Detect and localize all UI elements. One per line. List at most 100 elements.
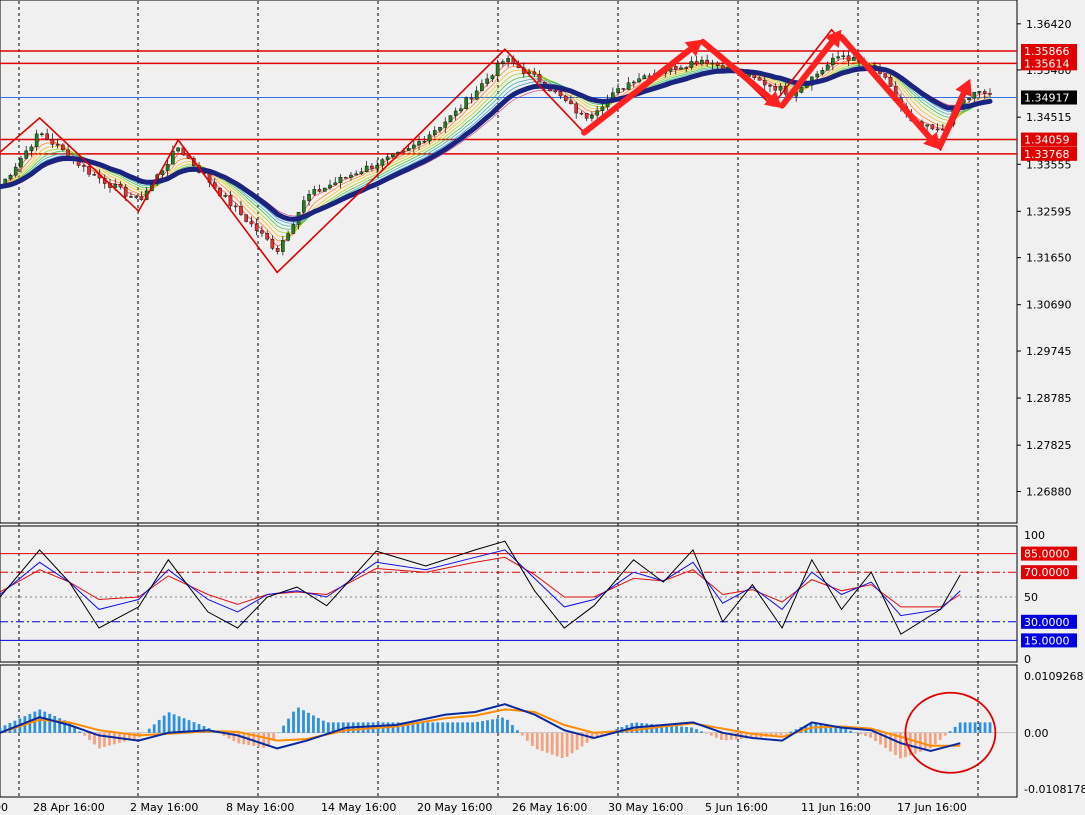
vertical-grid xyxy=(18,1,979,797)
macd-bar xyxy=(754,732,758,738)
macd-bar xyxy=(824,724,828,733)
macd-bar xyxy=(983,722,987,733)
macd-bar xyxy=(719,732,723,740)
rsi-tick-label: 0 xyxy=(1024,653,1031,666)
candle-body xyxy=(459,108,463,112)
macd-bar xyxy=(839,727,843,733)
candle-body xyxy=(364,165,369,173)
candle-body xyxy=(113,183,118,188)
macd-bar xyxy=(943,732,947,736)
date-label: 17 Jun 16:00 xyxy=(897,801,967,814)
candle-body xyxy=(307,194,311,201)
macd-bar xyxy=(147,728,151,733)
arrow-head xyxy=(955,78,972,98)
macd-bar xyxy=(43,711,47,733)
macd-bar xyxy=(307,712,310,733)
macd-bar xyxy=(297,707,300,733)
macd-bar xyxy=(471,722,475,733)
price-tick-label: 1.36420 xyxy=(1026,18,1072,31)
macd-bar xyxy=(595,732,599,737)
macd-bar xyxy=(466,722,470,733)
candle-body xyxy=(422,140,427,143)
candle-body xyxy=(260,230,264,234)
macd-bar xyxy=(545,732,549,753)
candle-body xyxy=(286,233,290,241)
candle-body xyxy=(689,61,694,68)
macd-bar xyxy=(68,722,72,733)
macd-bar xyxy=(396,722,400,733)
macd-bar xyxy=(486,720,489,733)
macd-bar xyxy=(302,710,305,733)
macd-bar xyxy=(550,732,554,755)
date-label: 26 May 16:00 xyxy=(512,801,587,814)
macd-bar xyxy=(570,732,574,754)
date-label: 2 May 16:00 xyxy=(130,801,198,814)
macd-bar xyxy=(341,722,345,733)
macd-bar xyxy=(520,732,524,736)
macd-bar xyxy=(933,732,937,745)
macd-bar xyxy=(724,732,728,741)
candle-body xyxy=(490,75,495,80)
macd-bar xyxy=(431,722,435,733)
macd-bar xyxy=(705,732,708,734)
candle-body xyxy=(375,165,379,169)
arrow-head xyxy=(764,90,783,109)
candle-body xyxy=(87,166,91,175)
date-label: 20 May 16:00 xyxy=(417,801,492,814)
rsi-tick-label: 50 xyxy=(1024,591,1038,604)
macd-bar xyxy=(411,722,415,733)
candle-body xyxy=(474,90,479,100)
macd-bar xyxy=(282,725,285,733)
macd-bar xyxy=(938,732,942,740)
candle-body xyxy=(328,184,332,189)
candle-body xyxy=(391,153,395,158)
macd-bar xyxy=(98,732,101,749)
macd-bar xyxy=(421,722,425,733)
macd-tick-label: 0.00 xyxy=(1024,727,1049,740)
candle-body xyxy=(846,55,851,61)
macd-bar xyxy=(103,732,106,747)
candle-body xyxy=(815,73,819,78)
candle-body xyxy=(584,112,589,119)
candle-body xyxy=(679,67,683,70)
macd-bar xyxy=(889,732,892,752)
candle-body xyxy=(275,247,280,252)
candle-body xyxy=(443,121,448,128)
candle-body xyxy=(370,165,374,169)
rsi-levels: 85.0000 70.0000 30.0000 15.0000 xyxy=(0,546,1077,648)
price-tick-label: 1.26880 xyxy=(1026,485,1072,498)
candle-body xyxy=(118,183,123,188)
candle-body xyxy=(637,78,641,83)
highlight-circle xyxy=(904,691,997,774)
macd-bar xyxy=(714,732,718,738)
macd-bar xyxy=(695,729,698,733)
macd-bar xyxy=(819,723,823,733)
rsi-line xyxy=(0,540,961,635)
candle-body xyxy=(24,150,28,159)
candle-body xyxy=(432,130,437,136)
candle-body xyxy=(239,206,243,215)
macd-bar xyxy=(555,732,559,757)
candle-body xyxy=(563,95,568,102)
macd-bar xyxy=(928,732,932,749)
macd-bar xyxy=(540,732,544,752)
date-label: 8 May 16:00 xyxy=(226,801,294,814)
macd-bar xyxy=(884,732,887,749)
candle-body xyxy=(773,86,778,91)
macd-bar xyxy=(287,718,290,733)
current-price-tag xyxy=(1021,90,1077,105)
candle-body xyxy=(762,80,767,86)
candle-body xyxy=(700,59,704,65)
candle-body xyxy=(836,56,840,59)
macd-bar xyxy=(88,732,91,741)
level-tag xyxy=(1021,146,1077,161)
candle-body xyxy=(799,87,804,93)
macd-bar xyxy=(162,715,166,733)
macd-bar xyxy=(978,722,982,733)
macd-lines xyxy=(0,703,961,753)
macd-bar xyxy=(894,732,897,755)
price-tick-label: 1.28785 xyxy=(1026,392,1072,405)
macd-bar xyxy=(142,732,146,734)
